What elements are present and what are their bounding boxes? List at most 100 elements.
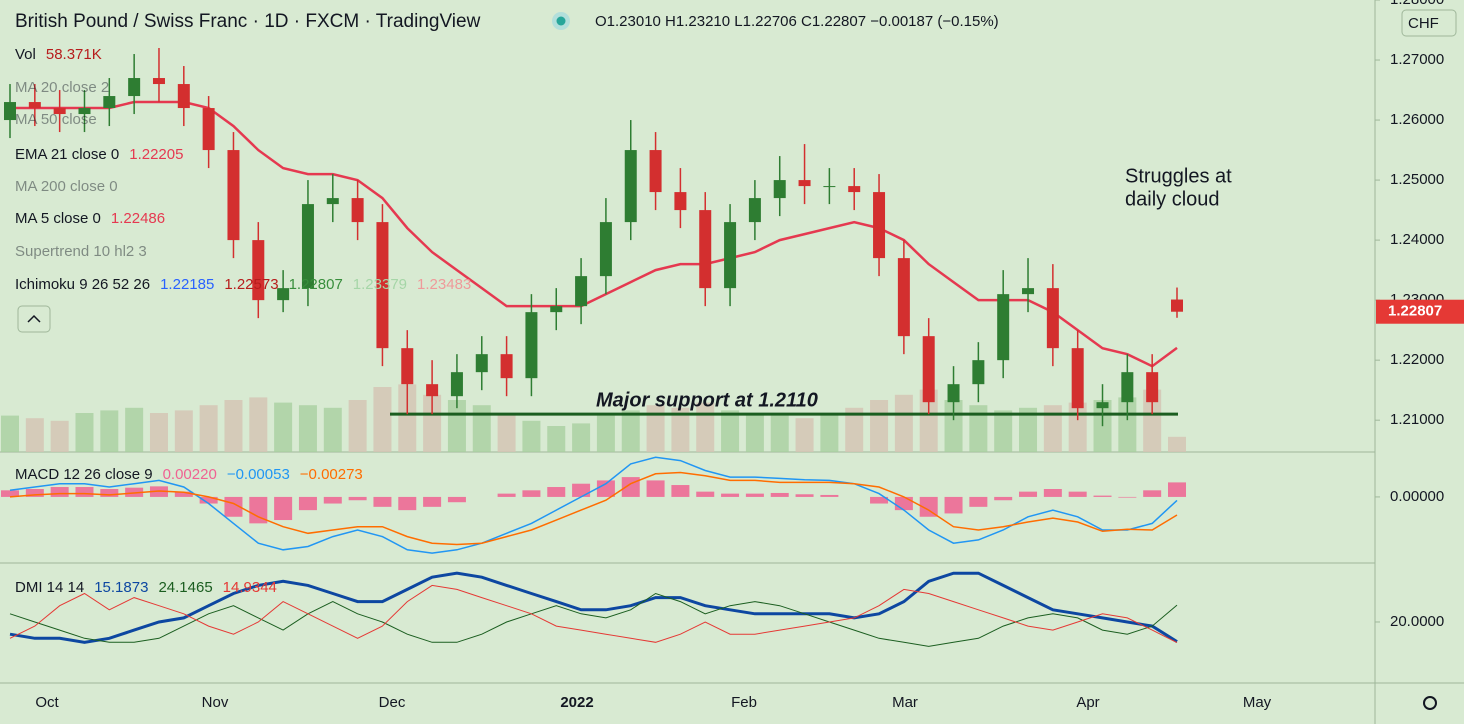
- price-label: 1.22807: [1388, 303, 1442, 320]
- volume-bar: [646, 405, 665, 452]
- macd-hist-bar: [249, 496, 268, 524]
- legend-label: MA 200 close 0: [15, 178, 118, 195]
- legend-label: Ichimoku 9 26 52 26: [15, 276, 150, 293]
- macd-hist-bar: [274, 496, 293, 521]
- macd-hist-bar: [497, 493, 516, 497]
- dmi-line: [9, 571, 1178, 644]
- macd-hist-bar: [696, 491, 715, 497]
- candle-body: [599, 222, 612, 277]
- volume-bar: [298, 405, 317, 452]
- indicator-legend: MACD 12 26 close 9 0.00220 −0.00053 −0.0027…: [15, 466, 363, 483]
- legend-value: 1.22486: [111, 210, 165, 227]
- volume-bar: [1168, 436, 1186, 452]
- legend-value: −0.00053: [227, 466, 290, 483]
- volume-bar: [224, 400, 243, 452]
- candle-body: [401, 348, 414, 385]
- volume-bar: [249, 397, 268, 452]
- candle-body: [252, 240, 265, 301]
- volume-bar: [745, 413, 764, 452]
- x-tick-label: Dec: [379, 694, 406, 711]
- candle-body: [1046, 288, 1059, 349]
- volume-bar: [572, 423, 591, 452]
- signal-line: [9, 471, 1178, 546]
- y-tick-label: 1.25000: [1390, 171, 1444, 188]
- volume-bar: [1143, 389, 1162, 452]
- macd-hist-bar: [348, 496, 367, 501]
- volume-bar: [348, 400, 367, 452]
- macd-hist-bar: [969, 496, 988, 507]
- chart-title: British Pound / Swiss Franc · 1D · FXCM …: [15, 11, 481, 32]
- collapse-button[interactable]: [17, 305, 51, 333]
- x-tick-label: Oct: [35, 694, 59, 711]
- legend-label: DMI 14 14: [15, 579, 84, 596]
- volume-bar: [1043, 405, 1062, 452]
- macd-hist-bar: [820, 494, 839, 497]
- candle-body: [450, 372, 463, 397]
- candle-body: [674, 192, 687, 211]
- macd-hist-bar: [174, 491, 193, 497]
- volume-bar: [870, 400, 889, 452]
- macd-hist-bar: [1143, 490, 1162, 497]
- indicator-legend: MA 50 close: [15, 111, 97, 128]
- legend-value: 58.371K: [46, 46, 102, 63]
- candle-body: [848, 186, 861, 193]
- candle-body: [4, 102, 16, 121]
- legend-value: 15.1873: [94, 579, 148, 596]
- macd-hist-bar: [199, 496, 218, 504]
- annotation: Struggles at: [1125, 165, 1232, 187]
- candle-body: [103, 96, 116, 109]
- y-tick-label: 0.00000: [1390, 488, 1444, 505]
- candle-body: [773, 180, 786, 199]
- volume-bar: [820, 413, 839, 452]
- macd-hist-bar: [870, 496, 889, 504]
- annotation: Major support at 1.2110: [596, 389, 818, 411]
- macd-hist-bar: [919, 496, 938, 517]
- macd-hist-bar: [596, 480, 615, 497]
- volume-bar: [100, 410, 119, 452]
- macd-hist-bar: [994, 496, 1013, 501]
- ohlc: O1.23010 H1.23210 L1.22706 C1.22807 −0.0…: [595, 13, 999, 30]
- y-tick-label: 1.22000: [1390, 351, 1444, 368]
- volume-bar: [1, 415, 19, 452]
- volume-bar: [596, 415, 615, 452]
- macd-hist-bar: [671, 485, 690, 497]
- candle-body: [649, 150, 662, 193]
- y-tick-label: 1.27000: [1390, 51, 1444, 68]
- volume-bar: [1118, 397, 1137, 452]
- indicator-legend: MA 5 close 0 1.22486: [15, 210, 165, 227]
- legend-value: 1.23379: [353, 276, 407, 293]
- macd-hist-bar: [1068, 491, 1087, 497]
- volume-bar: [969, 405, 988, 452]
- indicator-legend: EMA 21 close 0 1.22205: [15, 146, 183, 163]
- settings-icon[interactable]: [1423, 696, 1437, 710]
- legend-value: 1.22185: [160, 276, 214, 293]
- macd-hist-bar: [447, 496, 466, 503]
- legend-value: 0.00220: [163, 466, 217, 483]
- volume-bar: [795, 418, 814, 452]
- x-tick-label: Apr: [1076, 694, 1099, 711]
- volume-bar: [894, 394, 913, 452]
- candle-body: [873, 192, 886, 259]
- y-tick-label: 1.21000: [1390, 411, 1444, 428]
- candle-body: [798, 180, 811, 187]
- volume-bar: [50, 420, 69, 452]
- volume-bar: [398, 384, 417, 452]
- volume-bar: [25, 418, 44, 452]
- candle-body: [28, 102, 41, 109]
- indicator-legend: DMI 14 14 15.1873 24.1465 14.9344: [15, 579, 277, 596]
- currency-button[interactable]: [1401, 9, 1457, 37]
- dmi-line: [9, 592, 1178, 647]
- macd-hist-bar: [1043, 489, 1062, 497]
- macd-hist-bar: [75, 487, 94, 497]
- macd-hist-bar: [423, 496, 442, 507]
- volume-bar: [721, 410, 740, 452]
- macd-hist-bar: [100, 489, 119, 497]
- candle-body: [177, 84, 190, 109]
- macd-hist-bar: [522, 490, 541, 497]
- candle-body: [227, 150, 240, 241]
- ema-line: [10, 100, 1178, 368]
- volume-bar: [199, 405, 218, 452]
- macd-hist-bar: [50, 487, 69, 497]
